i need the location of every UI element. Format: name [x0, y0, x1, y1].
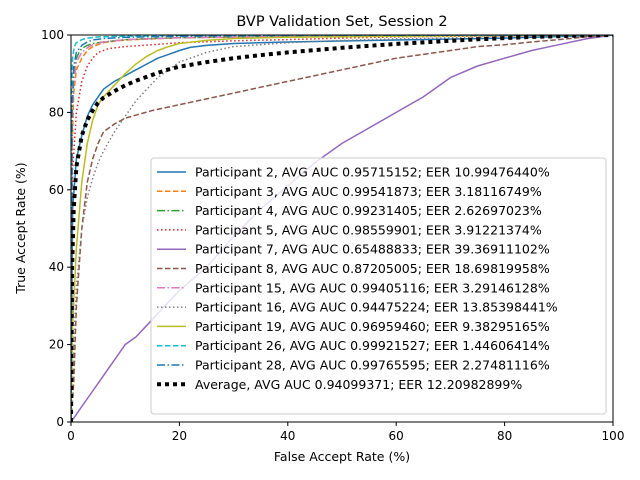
- legend-label: Participant 15, AVG AUC 0.99405116; EER …: [195, 280, 550, 295]
- y-tick-label: 80: [49, 105, 64, 119]
- series-line-10: [71, 35, 613, 422]
- legend-items: Participant 2, AVG AUC 0.95715152; EER 1…: [157, 165, 558, 392]
- legend-label: Participant 2, AVG AUC 0.95715152; EER 1…: [195, 165, 550, 180]
- legend-label: Participant 8, AVG AUC 0.87205005; EER 1…: [195, 261, 550, 276]
- y-tick-label: 100: [41, 28, 64, 42]
- x-axis-label: False Accept Rate (%): [274, 449, 410, 464]
- legend-label: Participant 5, AVG AUC 0.98559901; EER 3…: [195, 222, 542, 237]
- legend-box: [150, 157, 607, 415]
- x-tick-label: 40: [280, 429, 295, 443]
- legend-label: Participant 7, AVG AUC 0.65488833; EER 3…: [195, 242, 550, 257]
- x-tick-label: 80: [497, 429, 512, 443]
- legend-label: Participant 16, AVG AUC 0.94475224; EER …: [195, 300, 558, 315]
- x-tick-label: 100: [602, 429, 625, 443]
- series-line-9: [71, 35, 613, 422]
- series-line-0: [71, 35, 613, 422]
- plot-frame: [70, 34, 614, 423]
- chart-title: BVP Validation Set, Session 2: [236, 14, 447, 30]
- y-tick-label: 60: [49, 183, 64, 197]
- y-axis-label: True Accept Rate (%): [13, 162, 28, 294]
- legend-label: Average, AVG AUC 0.94099371; EER 12.2098…: [195, 377, 522, 392]
- x-tick-label: 60: [389, 429, 404, 443]
- x-tick-label: 20: [172, 429, 187, 443]
- legend: Participant 2, AVG AUC 0.95715152; EER 1…: [150, 157, 607, 415]
- y-tick-label: 40: [49, 260, 64, 274]
- series-line-1: [71, 35, 613, 422]
- legend-label: Participant 28, AVG AUC 0.99765595; EER …: [195, 358, 550, 373]
- legend-label: Participant 3, AVG AUC 0.99541873; EER 3…: [195, 184, 542, 199]
- x-tick-label: 0: [67, 429, 75, 443]
- series-line-8: [71, 35, 613, 422]
- series-layer: [71, 35, 613, 422]
- legend-label: Participant 4, AVG AUC 0.99231405; EER 2…: [195, 203, 542, 218]
- plot-area: [70, 34, 614, 423]
- series-line-5: [71, 35, 613, 422]
- y-tick-label: 0: [56, 415, 64, 429]
- y-axis-ticks: 0 20 40 60 80 100: [41, 28, 71, 429]
- legend-label: Participant 19, AVG AUC 0.96959460; EER …: [195, 319, 550, 334]
- legend-label: Participant 26, AVG AUC 0.99921527; EER …: [195, 338, 550, 353]
- x-axis-ticks: 0 20 40 60 80 100: [67, 422, 624, 443]
- series-line-11: [71, 35, 613, 422]
- y-tick-label: 20: [49, 338, 64, 352]
